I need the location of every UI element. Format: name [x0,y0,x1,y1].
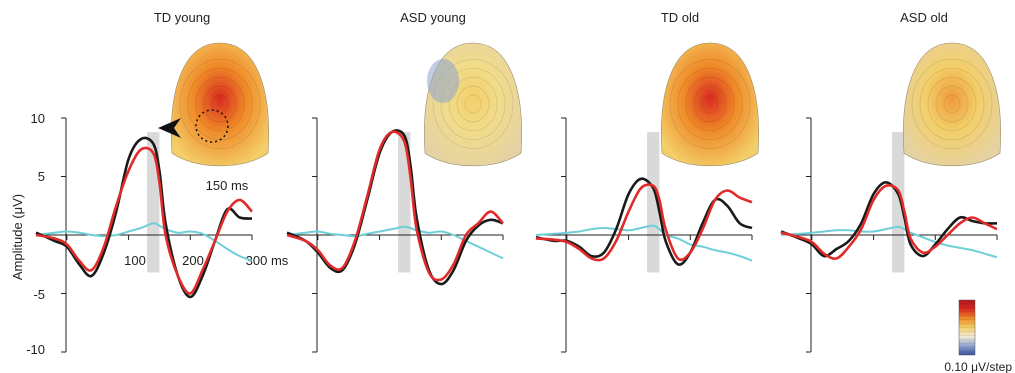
topomap-blue-region [427,59,459,103]
panel-2 [535,42,759,353]
panel-title-td-young: TD young [154,10,210,25]
topomap-contour [693,85,727,123]
topomap-contour [211,94,229,114]
topomap-contour [195,76,245,132]
topomap-contour [432,59,514,149]
panels-layer [35,42,1001,353]
panel-title-asd-young: ASD young [400,10,466,25]
x-tick-label-300: 300 ms [246,253,289,268]
series-line-black [286,129,504,286]
panel-title-asd-old: ASD old [900,10,948,25]
topomap-time-label: 150 ms [206,178,249,193]
highlight-window [892,132,905,273]
topomap-contour [203,85,237,123]
topomap-marked-region [195,109,229,143]
panel-1 [286,42,522,353]
series-line-red [535,183,753,262]
topomap-head [903,42,1001,167]
panel-3 [780,42,1001,353]
topomap-contour [669,59,751,149]
x-tick-label-100: 100 [124,253,146,268]
y-tick-label-neg10: -10 [26,342,45,357]
panel-title-td-old: TD old [661,10,699,25]
topomap-contour [701,94,719,114]
y-axis-label: Amplitude (μV) [10,194,25,280]
topomap-contour [911,59,993,149]
series-line-red [780,184,998,260]
y-tick-label-10: 10 [31,111,45,126]
topomap-contour [935,85,969,123]
topomap-contour [464,94,482,114]
topomap-head [661,42,759,167]
colorbar [958,299,976,356]
topomap-contour [919,67,985,141]
x-tick-label-200: 200 [182,253,204,268]
topomap-contour [456,85,490,123]
y-tick-label-5: 5 [38,169,45,184]
colorbar-label: 0.10 μV/step [944,360,1012,373]
topomap-contour [179,59,261,149]
y-tick-label-neg5: -5 [33,287,45,302]
topomap-head [171,42,269,167]
series-line-black [780,181,998,258]
series-line-red [286,130,504,282]
topomap-contour [448,76,498,132]
highlight-window [647,132,660,273]
topomap-contour [440,67,506,141]
series-line-cyan [780,225,998,259]
peak-arrow-icon [158,118,181,138]
series-line-red [35,146,253,295]
topomap-contour [677,67,743,141]
highlight-window [398,132,411,273]
series-line-cyan [535,224,753,262]
topomap-contour [685,76,735,132]
topomap-contour [927,76,977,132]
topomap-contour [943,94,961,114]
colorbar-gradient [958,299,976,356]
panel-0 [35,42,269,353]
